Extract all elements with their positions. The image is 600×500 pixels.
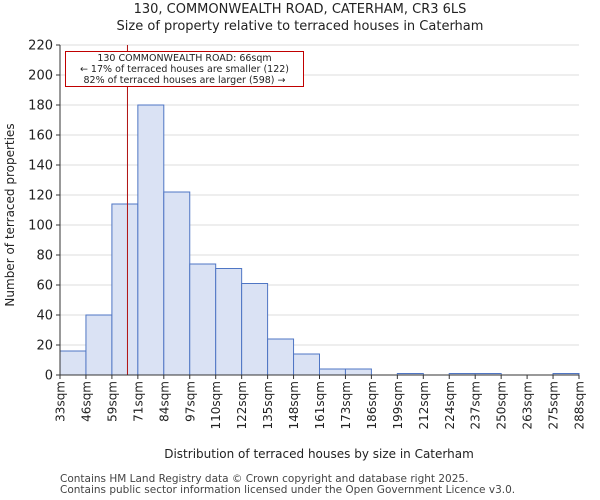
y-tick-label: 220 bbox=[28, 39, 53, 54]
bar bbox=[344, 368, 372, 376]
bar bbox=[85, 314, 113, 376]
bar bbox=[111, 203, 139, 376]
x-tick-label: 110sqm bbox=[209, 381, 223, 429]
x-tick-label: 33sqm bbox=[54, 381, 68, 422]
bar bbox=[163, 191, 191, 376]
x-tick-label: 84sqm bbox=[157, 381, 171, 422]
x-tick-label: 173sqm bbox=[339, 381, 353, 429]
bar bbox=[241, 283, 269, 376]
y-tick-labels: 0 20 40 60 80 100 120 140 160 180 200 220 bbox=[28, 39, 60, 384]
bar bbox=[59, 350, 87, 376]
y-tick-label: 200 bbox=[28, 69, 53, 84]
x-tick-label: 237sqm bbox=[469, 381, 483, 429]
y-tick-label: 100 bbox=[28, 219, 53, 234]
x-tick-label: 275sqm bbox=[547, 381, 561, 429]
annotation-line-2: ← 17% of terraced houses are smaller (12… bbox=[79, 64, 290, 75]
y-tick-label: 180 bbox=[28, 99, 53, 114]
x-tick-label: 97sqm bbox=[183, 381, 197, 422]
bar bbox=[137, 104, 165, 376]
bar bbox=[189, 263, 217, 376]
x-tick-label: 46sqm bbox=[79, 381, 93, 422]
chart-subtitle: Size of property relative to terraced ho… bbox=[116, 19, 484, 34]
x-tick-label: 71sqm bbox=[131, 381, 145, 422]
chart-title: 130, COMMONWEALTH ROAD, CATERHAM, CR3 6L… bbox=[133, 2, 467, 17]
y-tick-label: 60 bbox=[36, 279, 53, 294]
y-tick-label: 80 bbox=[36, 249, 53, 264]
y-tick-label: 20 bbox=[36, 339, 53, 354]
bars bbox=[59, 104, 580, 376]
y-tick-label: 140 bbox=[28, 159, 53, 174]
bar bbox=[267, 338, 295, 376]
footer-line-2: Contains public sector information licen… bbox=[60, 484, 516, 496]
bar bbox=[215, 268, 243, 376]
x-tick-label: 263sqm bbox=[521, 381, 535, 429]
x-tick-label: 59sqm bbox=[105, 381, 119, 422]
x-tick-label: 148sqm bbox=[287, 381, 301, 429]
x-tick-label: 250sqm bbox=[495, 381, 509, 429]
x-tick-label: 135sqm bbox=[261, 381, 275, 429]
x-tick-labels: 33sqm 46sqm 59sqm 71sqm 84sqm 97sqm 110sqm 122s… bbox=[54, 375, 587, 429]
x-tick-label: 224sqm bbox=[443, 381, 457, 429]
y-axis-label: Number of terraced properties bbox=[3, 123, 17, 306]
x-tick-label: 161sqm bbox=[313, 381, 327, 429]
y-tick-label: 40 bbox=[36, 309, 53, 324]
x-tick-label: 122sqm bbox=[235, 381, 249, 429]
y-tick-label: 160 bbox=[28, 129, 53, 144]
x-tick-label: 199sqm bbox=[391, 381, 405, 429]
bar bbox=[293, 353, 320, 376]
annotation-line-1: 130 COMMONWEALTH ROAD: 66sqm bbox=[97, 53, 272, 64]
y-tick-label: 0 bbox=[45, 369, 53, 384]
annotation-box: 130 COMMONWEALTH ROAD: 66sqm ← 17% of te… bbox=[65, 51, 304, 87]
x-tick-label: 212sqm bbox=[417, 381, 431, 429]
x-axis-label: Distribution of terraced houses by size … bbox=[164, 447, 474, 461]
bar bbox=[319, 368, 346, 376]
annotation-line-3: 82% of terraced houses are larger (598) … bbox=[83, 75, 286, 86]
x-tick-label: 186sqm bbox=[365, 381, 379, 429]
y-tick-label: 120 bbox=[28, 189, 53, 204]
footer-line-1: Contains HM Land Registry data © Crown c… bbox=[60, 473, 469, 485]
x-tick-label: 288sqm bbox=[573, 381, 587, 429]
